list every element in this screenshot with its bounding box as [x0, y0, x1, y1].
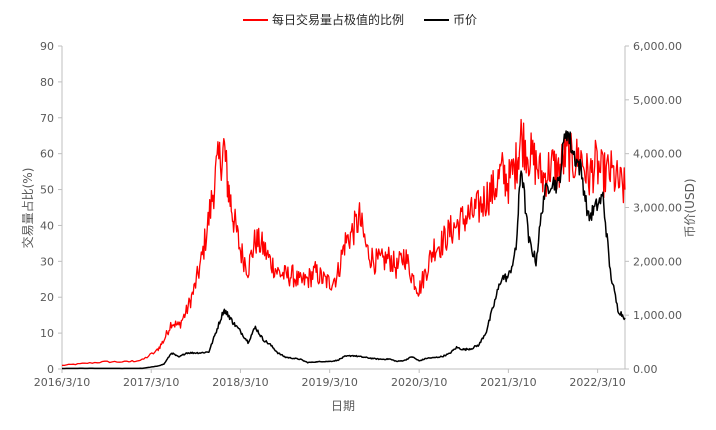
x-tick-label: 2021/3/10 — [480, 376, 536, 389]
y-left-tick-label: 90 — [40, 40, 54, 53]
x-axis-ticks: 2016/3/10 2017/3/10 2018/3/10 2019/3/10 2020… — [34, 369, 626, 389]
y-axis-right-ticks: 0.00 1,000.00 2,000.00 3,000.00 4,000.00 5,00… — [625, 40, 682, 376]
series-volume-ratio — [61, 118, 626, 367]
y-axis-left-title: 交易量占比(%) — [20, 168, 35, 249]
x-tick-label: 2016/3/10 — [34, 376, 90, 389]
x-tick-label: 2018/3/10 — [212, 376, 268, 389]
y-left-tick-label: 10 — [40, 327, 54, 340]
x-axis-title: 日期 — [331, 399, 355, 413]
series-line-price — [62, 130, 626, 370]
x-tick-label: 2022/3/10 — [569, 376, 625, 389]
y-right-tick-label: 5,000.00 — [633, 94, 682, 107]
y-left-tick-label: 20 — [40, 291, 54, 304]
y-axis-right-title: 币价(USD) — [683, 178, 697, 237]
y-right-tick-label: 0.00 — [633, 363, 658, 376]
y-left-tick-label: 70 — [40, 112, 54, 125]
y-right-tick-label: 1,000.00 — [633, 309, 682, 322]
x-tick-label: 2020/3/10 — [391, 376, 447, 389]
y-axis-left-ticks: 0 10 20 30 40 50 60 70 80 90 — [40, 40, 62, 376]
y-right-tick-label: 4,000.00 — [633, 148, 682, 161]
legend-label-price: 币价 — [453, 13, 477, 27]
y-left-tick-label: 0 — [47, 363, 54, 376]
y-left-tick-label: 60 — [40, 148, 54, 161]
y-right-tick-label: 3,000.00 — [633, 202, 682, 215]
series-price — [62, 130, 626, 370]
y-left-tick-label: 80 — [40, 76, 54, 89]
y-left-tick-label: 50 — [40, 184, 54, 197]
legend: 每日交易量占极值的比例 币价 — [243, 12, 477, 27]
legend-label-volume-ratio: 每日交易量占极值的比例 — [272, 12, 404, 27]
y-left-tick-label: 40 — [40, 219, 54, 232]
y-left-tick-label: 30 — [40, 255, 54, 268]
x-tick-label: 2017/3/10 — [123, 376, 179, 389]
y-right-tick-label: 6,000.00 — [633, 40, 682, 53]
y-right-tick-label: 2,000.00 — [633, 255, 682, 268]
x-tick-label: 2019/3/10 — [301, 376, 357, 389]
series-line-volume-ratio — [61, 118, 626, 367]
